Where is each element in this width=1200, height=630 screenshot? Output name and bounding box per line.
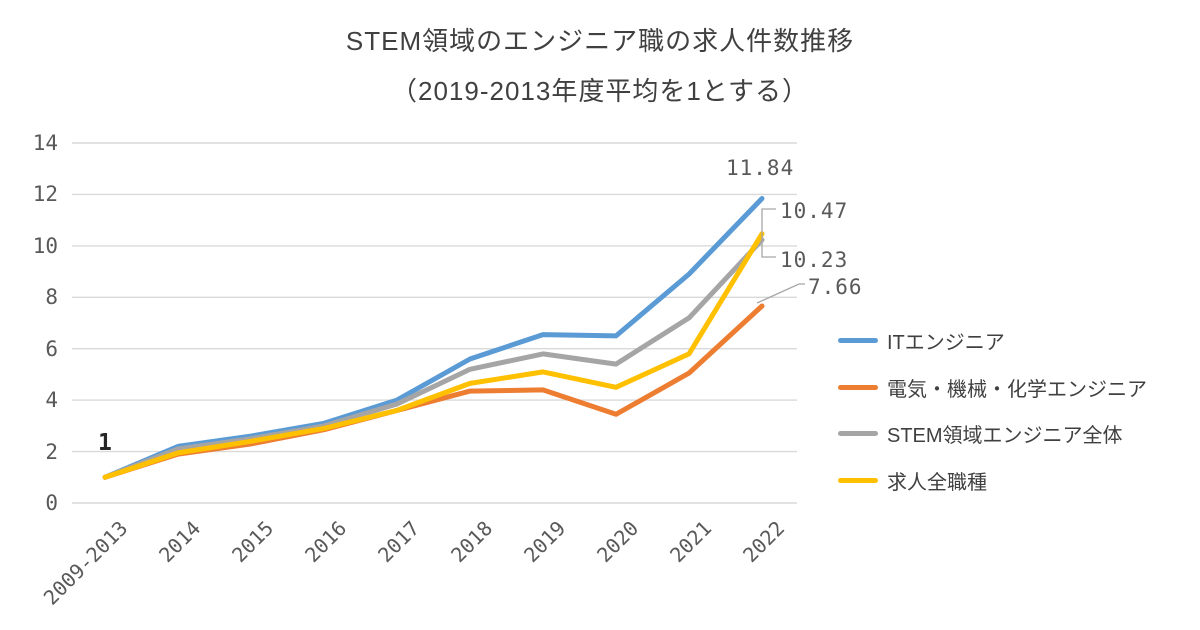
y-axis-label: 0 (45, 491, 58, 515)
legend-label-all-occupations: 求人全職種 (887, 471, 987, 494)
leader-line-766-label (756, 283, 805, 304)
y-axis-label: 10 (32, 234, 58, 258)
y-axis-label: 4 (45, 388, 58, 412)
baseline-annotation: 1 (98, 430, 112, 456)
data-label-ee-mech-chem-engineer: 7.66 (808, 275, 863, 299)
chart-title-line-1: STEM領域のエンジニア職の求人件数推移 (345, 26, 855, 56)
y-axis-label: 2 (45, 440, 58, 464)
y-axis-label: 14 (32, 131, 58, 155)
legend-label-ee-mech-chem-engineer: 電気・機械・化学エンジニア (887, 378, 1147, 401)
legend-swatch-stem-total (838, 430, 878, 436)
legend-item-ee-mech-chem-engineer: 電気・機械・化学エンジニア (838, 375, 1147, 401)
data-label-it-engineer: 11.84 (726, 156, 795, 180)
leader-bracket-right-labels (761, 208, 776, 258)
y-axis-label: 8 (45, 285, 58, 309)
series-line-stem-total (102, 237, 765, 480)
legend-label-stem-total: STEM領域エンジニア全体 (887, 424, 1123, 447)
legend-swatch-all-occupations (838, 477, 878, 483)
chart-title-line-2: （2019-2013年度平均を1とする） (390, 76, 810, 106)
chart-title: STEM領域のエンジニア職の求人件数推移 （2019-2013年度平均を1とする… (0, 16, 1200, 116)
legend-item-all-occupations: 求人全職種 (838, 468, 987, 494)
legend-swatch-it-engineer (838, 337, 878, 343)
legend-item-it-engineer: ITエンジニア (838, 328, 1005, 354)
y-axis-label: 12 (32, 182, 58, 206)
series-line-all-occupations (102, 231, 765, 480)
legend-item-stem-total: STEM領域エンジニア全体 (838, 421, 1123, 447)
legend-swatch-ee-mech-chem-engineer (838, 384, 878, 390)
data-label-stem-total: 10.23 (780, 248, 849, 272)
legend-label-it-engineer: ITエンジニア (887, 331, 1005, 354)
y-axis-label: 6 (45, 337, 58, 361)
data-label-all-occupations: 10.47 (780, 199, 849, 223)
series-line-it-engineer (102, 196, 765, 480)
